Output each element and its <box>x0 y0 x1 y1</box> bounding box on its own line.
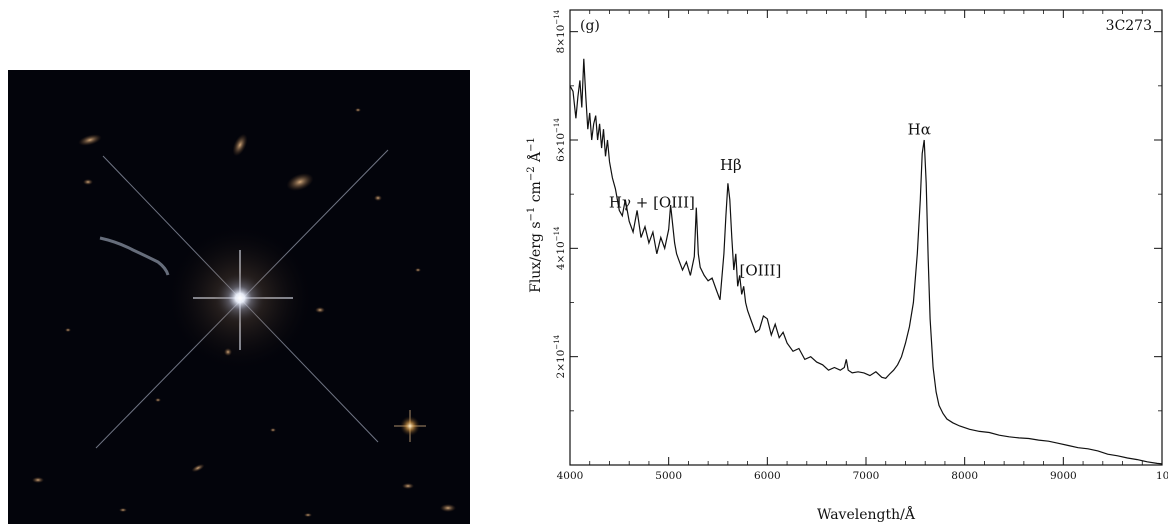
plot-frame <box>569 9 1163 466</box>
y-tick-label: 2×10−14 <box>553 334 567 378</box>
axis-tick-labels: 4000 5000 6000 7000 8000 9000 104 2×10−14 4×10−1… <box>553 9 1168 482</box>
spectrum-series-line <box>569 58 1163 465</box>
y-axis-title: Flux/erg s−1 cm−2 Å−1 <box>526 137 544 293</box>
y-tick-label: 4×10−14 <box>553 226 567 270</box>
spectrum-chart: 4000 5000 6000 7000 8000 9000 104 2×10−14 4×10−1… <box>526 9 1168 523</box>
quasar-photo <box>8 70 470 524</box>
panel-label: (g) <box>580 18 600 34</box>
emission-line-label: Hα <box>908 121 931 139</box>
x-tick-label: 6000 <box>754 470 781 482</box>
x-tick-label: 4000 <box>557 470 584 482</box>
quasar-3c273-image <box>8 70 470 524</box>
object-name: 3C273 <box>1106 18 1152 34</box>
x-tick-label: 104 <box>1156 468 1168 482</box>
emission-line-label: Hβ <box>720 156 742 174</box>
emission-line-labels: Hγ + [OIII] Hβ [OIII] Hα <box>609 121 931 280</box>
x-tick-label: 7000 <box>853 470 880 482</box>
x-tick-label: 5000 <box>655 470 682 482</box>
y-tick-label: 6×10−14 <box>553 118 567 162</box>
x-tick-label: 9000 <box>1050 470 1077 482</box>
y-tick-label: 8×10−14 <box>553 9 567 53</box>
x-tick-label: 8000 <box>951 470 978 482</box>
emission-line-label: Hγ + [OIII] <box>609 194 695 212</box>
axis-ticks <box>569 10 1163 465</box>
emission-line-label: [OIII] <box>740 261 782 279</box>
x-axis-title: Wavelength/Å <box>817 505 916 523</box>
